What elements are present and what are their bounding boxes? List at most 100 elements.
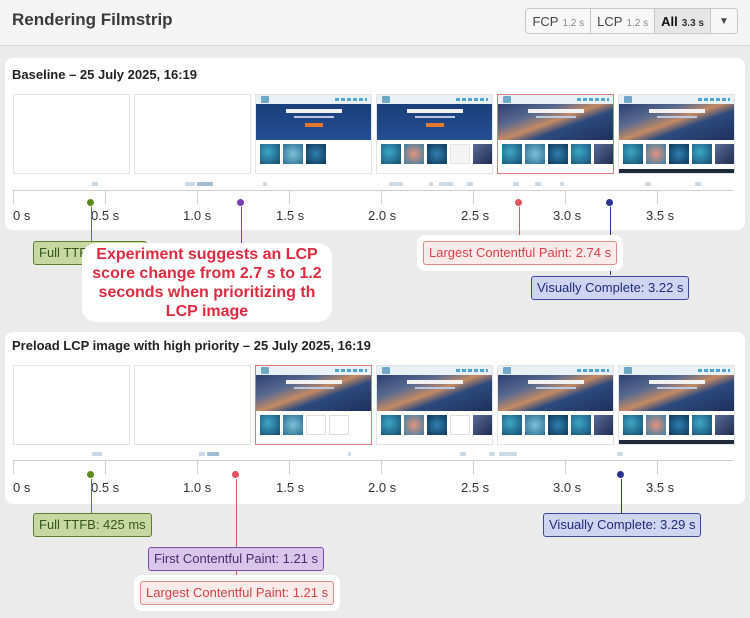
request-bar: [263, 182, 267, 186]
request-bar: [207, 452, 219, 456]
baseline-frame-6[interactable]: [618, 94, 735, 174]
ttfb-marker-line: [91, 203, 92, 241]
preload-frame-6[interactable]: [618, 365, 735, 445]
request-bar: [199, 452, 205, 456]
baseline-frame-1[interactable]: [13, 94, 130, 174]
lcp-marker-dot[interactable]: [514, 198, 523, 207]
tick-label: 0 s: [13, 208, 31, 223]
preload-title: Preload LCP image with high priority – 2…: [12, 338, 371, 353]
preload-frame-2[interactable]: [134, 365, 251, 445]
fcp-marker-line: [241, 203, 242, 281]
page-title: Rendering Filmstrip: [12, 10, 173, 29]
timeline-tick: [289, 460, 290, 474]
page-screenshot: [498, 366, 613, 444]
timeline-tick: [473, 460, 474, 474]
request-bar: [348, 452, 351, 456]
page-screenshot: [619, 95, 734, 173]
baseline-frame-5[interactable]: [497, 94, 614, 174]
page-screenshot: [377, 95, 492, 173]
fcp-lcp-marker-line: [236, 479, 237, 579]
filter-lcp-label: LCP: [597, 14, 623, 29]
tick-label: 3.0 s: [553, 208, 582, 223]
request-bar: [513, 182, 519, 186]
tick-label: 2.0 s: [368, 208, 397, 223]
baseline-vc-badge[interactable]: Visually Complete: 3.22 s: [531, 276, 690, 300]
request-bar: [429, 182, 433, 186]
baseline-title: Baseline – 25 July 2025, 16:19: [12, 67, 198, 82]
tick-label: 1.5 s: [276, 208, 305, 223]
tick-label: 2.5 s: [461, 480, 490, 495]
filter-lcp-button[interactable]: LCP 1.2 s: [591, 9, 656, 33]
vc-marker-dot[interactable]: [605, 198, 614, 207]
tick-label: 3.5 s: [646, 208, 675, 223]
timeline-tick: [473, 190, 474, 204]
chevron-down-icon[interactable]: ▼: [719, 15, 729, 27]
timeline-tick: [565, 460, 566, 474]
baseline-frame-4[interactable]: [376, 94, 493, 174]
baseline-frame-2[interactable]: [134, 94, 251, 174]
ttfb-marker-dot[interactable]: [86, 198, 95, 207]
fcp-marker-dot[interactable]: [236, 198, 245, 207]
request-bar: [535, 182, 541, 186]
tick-label: 1.5 s: [276, 480, 305, 495]
ttfb-marker-dot[interactable]: [86, 470, 95, 479]
request-bar: [499, 452, 517, 456]
tick-label: 0.5 s: [91, 208, 120, 223]
preload-fcp-badge[interactable]: First Contentful Paint: 1.21 s: [148, 547, 325, 571]
header-bar: Rendering Filmstrip FCP 1.2 s LCP 1.2 s …: [0, 0, 750, 46]
tick-label: 0 s: [13, 480, 31, 495]
filter-all-label: All: [661, 14, 678, 29]
lcp-marker-line: [519, 203, 520, 241]
baseline-lcp-badge[interactable]: Largest Contentful Paint: 2.74 s: [423, 241, 618, 265]
request-bar: [489, 452, 495, 456]
fcp-lcp-marker-dot[interactable]: [231, 470, 240, 479]
preload-frame-5[interactable]: [497, 365, 614, 445]
preload-card: Preload LCP image with high priority – 2…: [5, 332, 745, 504]
timeline-axis: [13, 190, 733, 191]
request-bar: [197, 182, 213, 186]
callout-text: Experiment suggests an LCP score change …: [92, 246, 322, 320]
timeline-tick: [13, 190, 14, 204]
request-bar: [92, 452, 102, 456]
request-bar: [92, 182, 98, 186]
preload-frame-1[interactable]: [13, 365, 130, 445]
timeline-tick: [105, 190, 106, 204]
timeline-tick: [197, 460, 198, 474]
baseline-card: Baseline – 25 July 2025, 16:19: [5, 58, 745, 230]
preload-ttfb-badge[interactable]: Full TTFB: 425 ms: [33, 513, 152, 537]
preload-frame-4[interactable]: [376, 365, 493, 445]
vc-marker-dot[interactable]: [616, 470, 625, 479]
filter-fcp-value: 1.2 s: [562, 18, 585, 29]
ttfb-marker-line: [91, 479, 92, 514]
filter-fcp-button[interactable]: FCP 1.2 s: [526, 9, 592, 33]
timeline-axis: [13, 460, 733, 461]
page-screenshot: [256, 95, 371, 173]
request-bar: [460, 452, 466, 456]
request-bar: [645, 182, 651, 186]
experiment-callout: Experiment suggests an LCP score change …: [82, 243, 332, 322]
preload-frame-3[interactable]: [255, 365, 372, 445]
timeline-tick: [657, 190, 658, 204]
preload-lcp-badge[interactable]: Largest Contentful Paint: 1.21 s: [140, 581, 335, 605]
request-bar: [185, 182, 195, 186]
baseline-frame-3[interactable]: [255, 94, 372, 174]
page-screenshot: [619, 366, 734, 444]
tick-label: 3.5 s: [646, 480, 675, 495]
timeline-tick: [381, 190, 382, 204]
request-bar: [467, 182, 473, 186]
timeline-tick: [657, 460, 658, 474]
timeline-tick: [13, 460, 14, 474]
filter-all-value: 3.3 s: [681, 18, 704, 29]
timeline-tick: [565, 190, 566, 204]
page-screenshot: [256, 366, 371, 444]
page-screenshot: [498, 95, 613, 173]
request-bar: [439, 182, 453, 186]
preload-vc-badge[interactable]: Visually Complete: 3.29 s: [543, 513, 702, 537]
metric-filter-group: FCP 1.2 s LCP 1.2 s All 3.3 s ▼: [525, 8, 738, 34]
filter-all-button[interactable]: All 3.3 s: [655, 9, 711, 33]
timeline-tick: [105, 460, 106, 474]
request-bar: [389, 182, 403, 186]
tick-label: 2.5 s: [461, 208, 490, 223]
timeline-tick: [381, 460, 382, 474]
request-bar: [617, 452, 623, 456]
